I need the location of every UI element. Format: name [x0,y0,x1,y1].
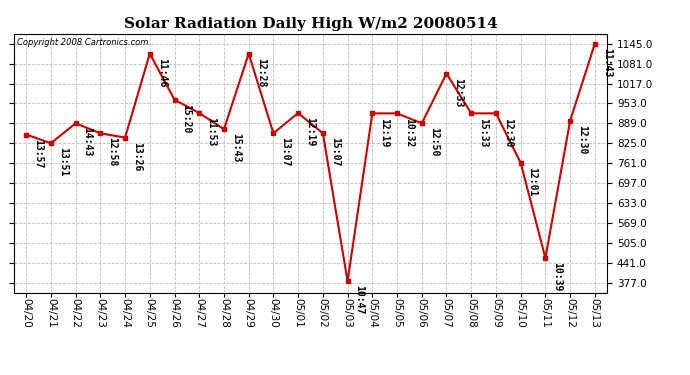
Text: 10:39: 10:39 [552,262,562,291]
Text: 13:07: 13:07 [280,137,290,167]
Text: 15:20: 15:20 [181,104,191,133]
Text: 10:47: 10:47 [355,285,364,315]
Text: 12:33: 12:33 [453,78,464,107]
Text: 10:32: 10:32 [404,117,414,147]
Text: 12:28: 12:28 [255,58,266,87]
Text: 12:01: 12:01 [528,167,538,196]
Text: 11:46: 11:46 [157,58,167,87]
Text: 12:30: 12:30 [503,117,513,147]
Text: 14:43: 14:43 [83,128,92,157]
Text: 13:57: 13:57 [33,139,43,168]
Text: 12:50: 12:50 [428,128,439,157]
Text: 15:33: 15:33 [478,117,488,147]
Text: 13:51: 13:51 [58,147,68,177]
Text: 12:58: 12:58 [107,137,117,167]
Text: 12:19: 12:19 [305,117,315,147]
Text: 12:30: 12:30 [577,125,587,154]
Text: 13:26: 13:26 [132,142,142,171]
Text: 15:07: 15:07 [330,137,339,167]
Text: Copyright 2008 Cartronics.com: Copyright 2008 Cartronics.com [17,38,148,46]
Text: 11:43: 11:43 [602,48,612,77]
Text: 12:19: 12:19 [380,117,389,147]
Title: Solar Radiation Daily High W/m2 20080514: Solar Radiation Daily High W/m2 20080514 [124,17,497,31]
Text: 11:53: 11:53 [206,117,216,147]
Text: 15:43: 15:43 [231,134,241,163]
